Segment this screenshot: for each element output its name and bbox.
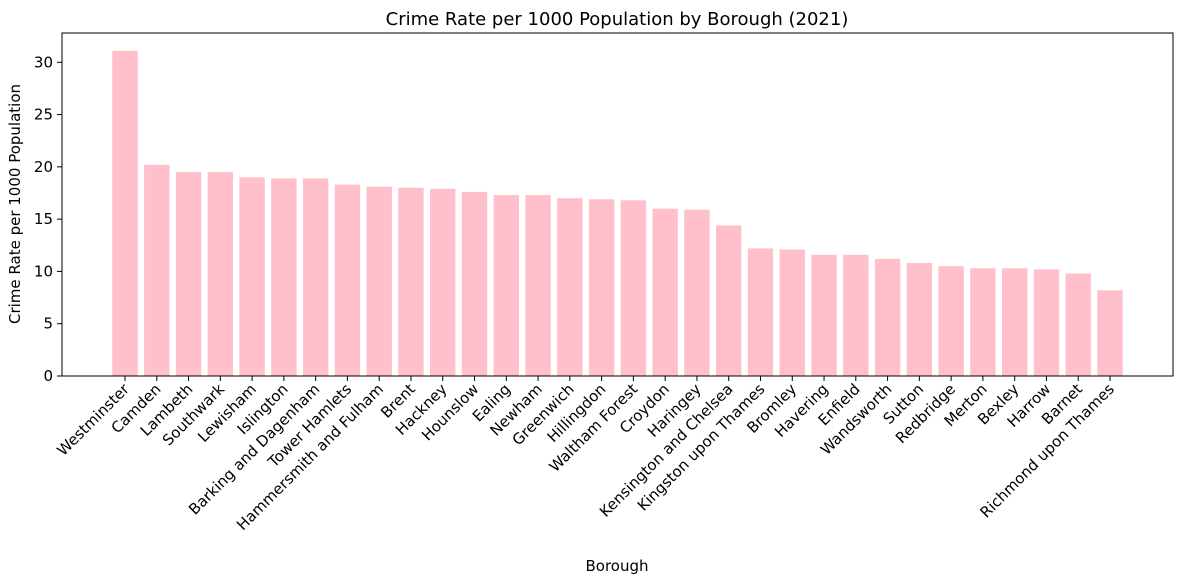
y-axis: 0 5 10 15 20 25 30 — [34, 53, 62, 385]
bar — [716, 225, 742, 376]
bars-group — [112, 50, 1123, 376]
bar — [398, 187, 424, 376]
bar — [461, 191, 488, 376]
bar — [620, 200, 647, 376]
bar — [588, 199, 615, 376]
plot-frame — [61, 32, 1174, 377]
bar — [493, 195, 519, 376]
bar — [557, 198, 583, 376]
bar — [144, 164, 170, 376]
bar — [684, 209, 710, 376]
bar — [1097, 290, 1123, 376]
y-tick-label: 30 — [34, 53, 53, 71]
bar — [1033, 269, 1060, 376]
bar — [938, 266, 964, 376]
bar — [747, 248, 774, 376]
bar — [874, 258, 901, 376]
bar — [525, 195, 551, 376]
bar — [1001, 268, 1028, 376]
bar — [175, 172, 202, 376]
y-tick-label: 15 — [34, 210, 53, 228]
bar — [366, 186, 392, 376]
bar — [112, 50, 138, 376]
bar — [970, 268, 996, 376]
bar — [207, 172, 234, 376]
y-tick-label: 20 — [34, 158, 53, 176]
bar — [302, 178, 329, 376]
bar — [1065, 273, 1091, 376]
y-tick-label: 0 — [43, 367, 53, 385]
y-tick-label: 5 — [43, 315, 53, 333]
x-axis-title: Borough — [585, 557, 648, 575]
chart-title: Crime Rate per 1000 Population by Boroug… — [386, 9, 849, 30]
bar — [239, 177, 265, 376]
y-tick-label: 25 — [34, 106, 53, 124]
bar — [271, 178, 297, 376]
bar — [779, 249, 805, 376]
y-tick-label: 10 — [34, 262, 53, 280]
y-axis-title: Crime Rate per 1000 Population — [6, 84, 24, 324]
bar — [430, 188, 456, 376]
bar — [906, 263, 933, 376]
bar — [334, 184, 361, 376]
bar — [811, 254, 837, 376]
bar — [652, 208, 678, 376]
bar — [843, 254, 869, 376]
